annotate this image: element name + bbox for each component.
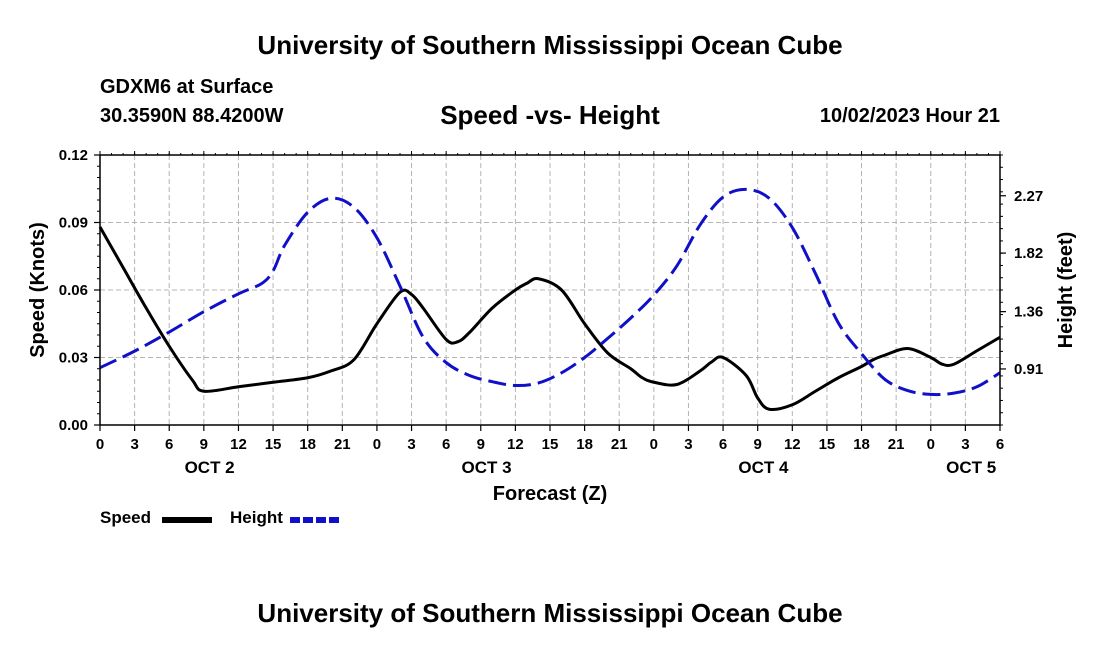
x-tick-label: 9 bbox=[477, 436, 485, 453]
grid-layer bbox=[100, 155, 1000, 425]
y-tick-label: 0.00 bbox=[59, 417, 88, 434]
y2-tick-label: 0.91 bbox=[1014, 361, 1043, 378]
series-layer bbox=[98, 187, 1001, 412]
x-tick-label: 21 bbox=[888, 436, 905, 453]
page-title: University of Southern Mississippi Ocean… bbox=[257, 30, 843, 60]
series-line-height bbox=[99, 187, 1001, 397]
y-tick-label: 0.06 bbox=[59, 282, 88, 299]
x-tick-label: 21 bbox=[334, 436, 351, 453]
x-tick-label: 0 bbox=[927, 436, 935, 453]
y-axis-title: Speed (Knots) bbox=[27, 222, 49, 358]
x-tick-label: 3 bbox=[684, 436, 692, 453]
x-tick-label: 6 bbox=[996, 436, 1004, 453]
x-tick-label: 6 bbox=[442, 436, 450, 453]
x-tick-label: 15 bbox=[265, 436, 282, 453]
tick-layer: 0 3 6 9 12 15 18 21 0 3 6 9 12 15 18 21 0 3 6 9 12 15 18 21 0 3 6O… bbox=[59, 147, 1043, 477]
x-tick-label: 6 bbox=[165, 436, 173, 453]
forecast-datetime: 10/02/2023 Hour 21 bbox=[819, 105, 1000, 127]
x-tick-label: 3 bbox=[961, 436, 969, 453]
x-tick-label: 0 bbox=[650, 436, 658, 453]
x-axis-title: Forecast (Z) bbox=[493, 483, 607, 505]
x-tick-label: 9 bbox=[200, 436, 208, 453]
x-tick-label: 12 bbox=[784, 436, 801, 453]
y2-tick-label: 1.36 bbox=[1014, 304, 1043, 321]
x-tick-label: 21 bbox=[611, 436, 628, 453]
x-tick-label: 6 bbox=[719, 436, 727, 453]
x-tick-label: 18 bbox=[299, 436, 316, 453]
x-tick-label: 3 bbox=[407, 436, 415, 453]
x-day-label: OCT 5 bbox=[946, 458, 996, 477]
series-line-speed bbox=[98, 226, 1001, 412]
y2-tick-label: 2.27 bbox=[1014, 188, 1043, 205]
y-tick-label: 0.09 bbox=[59, 215, 88, 232]
x-tick-label: 18 bbox=[853, 436, 870, 453]
x-tick-label: 9 bbox=[754, 436, 762, 453]
legend-height-label: Height bbox=[230, 508, 283, 527]
legend-speed-label: Speed bbox=[100, 508, 152, 527]
x-tick-label: 0 bbox=[96, 436, 104, 453]
x-day-label: OCT 4 bbox=[738, 458, 789, 477]
coordinates-label: 30.3590N 88.4200W bbox=[100, 105, 284, 127]
y-tick-label: 0.03 bbox=[59, 350, 88, 367]
station-label: GDXM6 at Surface bbox=[100, 76, 274, 98]
x-tick-label: 0 bbox=[373, 436, 381, 453]
x-tick-label: 12 bbox=[507, 436, 524, 453]
y2-axis-title: Height (feet) bbox=[1055, 232, 1077, 349]
x-tick-label: 15 bbox=[542, 436, 559, 453]
x-tick-label: 12 bbox=[230, 436, 247, 453]
footer-title: University of Southern Mississippi Ocean… bbox=[257, 598, 843, 628]
y-tick-label: 0.12 bbox=[59, 147, 88, 164]
x-day-label: OCT 3 bbox=[462, 458, 512, 477]
y2-tick-label: 1.82 bbox=[1014, 245, 1043, 262]
x-tick-label: 18 bbox=[576, 436, 593, 453]
x-tick-label: 15 bbox=[819, 436, 836, 453]
x-tick-label: 3 bbox=[130, 436, 138, 453]
x-day-label: OCT 2 bbox=[185, 458, 235, 477]
chart-subtitle: Speed -vs- Height bbox=[440, 100, 660, 130]
